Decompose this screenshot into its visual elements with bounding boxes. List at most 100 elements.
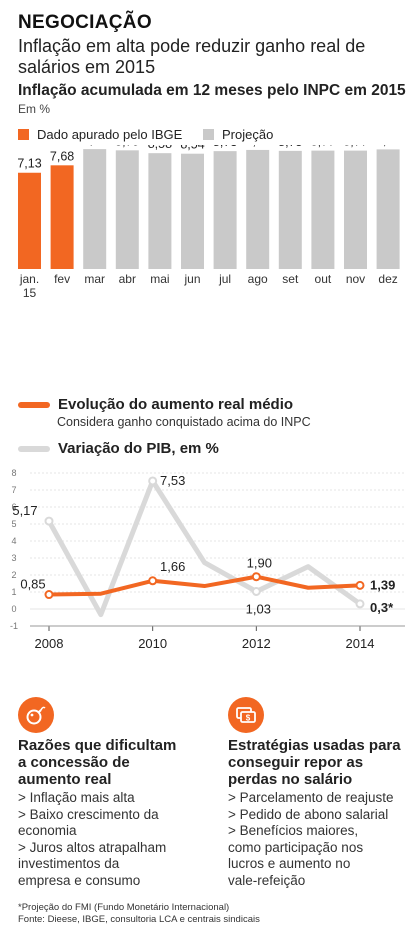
legend-swatch-ibge — [18, 129, 29, 140]
wage-value-label: 1,66 — [160, 559, 185, 574]
list-item: como participação nos — [228, 839, 364, 855]
bar-category-label: ago — [248, 272, 268, 286]
bar-category-label: nov — [346, 272, 365, 286]
bar — [278, 150, 302, 269]
pib-point — [148, 476, 158, 486]
footnote-source: Fonte: Dieese, IBGE, consultoria LCA e c… — [18, 914, 260, 925]
bomb-icon — [18, 697, 54, 733]
wage-value-label: 1,90 — [247, 556, 272, 571]
list-item: > Parcelamento de reajuste — [228, 790, 394, 805]
y-tick-label: 7 — [11, 485, 16, 495]
list-item: > Benefícios maiores, — [228, 823, 359, 838]
left-panel-title-line: aumento real — [18, 771, 112, 788]
line-legend-wage: Evolução do aumento real médio — [18, 396, 293, 413]
left-panel: Razões que dificultam a concessão de aum… — [18, 737, 208, 889]
y-tick-label: 8 — [11, 468, 16, 478]
bar-category-label: 15 — [23, 286, 37, 300]
footnote-projection: *Projeção do FMI (Fundo Monetário Intern… — [18, 902, 230, 913]
list-item: investimentos da — [18, 856, 120, 871]
wage-point — [44, 590, 54, 600]
bar — [246, 149, 270, 269]
list-item: lucros e aumento no — [228, 856, 351, 871]
left-panel-title: Razões que dificultam a concessão de aum… — [18, 737, 208, 788]
bar — [311, 150, 335, 269]
bar-value-label: 8,75 — [278, 145, 302, 149]
left-panel-title-line: Razões que dificultam — [18, 737, 177, 754]
right-panel-title-line: conseguir repor as — [228, 754, 364, 771]
bar — [83, 149, 107, 269]
bar-category-label: jul — [218, 272, 231, 286]
list-item: > Baixo crescimento da — [18, 806, 159, 822]
right-panel-title-line: Estratégias usadas para — [228, 737, 401, 754]
headline: Inflação em alta pode reduzir ganho real… — [18, 36, 366, 77]
list-item: > Inflação mais alta — [18, 790, 135, 805]
bar-category-label: mar — [84, 272, 105, 286]
right-panel-title-line: perdas no salário — [228, 771, 353, 788]
line-swatch-wage — [18, 401, 50, 408]
y-tick-label: 5 — [11, 519, 16, 529]
pib-point — [251, 586, 261, 596]
right-panel-list: > Parcelamento de reajuste > Pedido de a… — [228, 790, 413, 889]
legend-item-projection: Projeção — [203, 127, 273, 142]
x-tick-label: 2012 — [242, 636, 271, 651]
bar-category-label: jun — [183, 272, 200, 286]
list-item: economia — [18, 823, 77, 838]
x-tick-label: 2010 — [138, 636, 167, 651]
y-tick-label: 3 — [11, 553, 16, 563]
bar — [376, 149, 400, 269]
legend-swatch-projection — [203, 129, 214, 140]
left-panel-list: > Inflação mais alta > Baixo crescimento… — [18, 790, 208, 889]
bar — [181, 153, 204, 269]
bar-category-label: fev — [54, 272, 70, 286]
bar-value-label: 8,82 — [246, 145, 270, 148]
bar-category-label: jan. — [19, 272, 39, 286]
list-item: vale-refeição — [228, 872, 306, 888]
wage-point — [251, 572, 261, 582]
section-kicker: NEGOCIAÇÃO — [18, 12, 152, 33]
bar — [115, 150, 139, 269]
bar-value-label: 8,86 — [376, 145, 400, 147]
wage-value-label: 1,39 — [370, 577, 395, 592]
right-panel-icon: $ — [228, 697, 264, 733]
bar-value-label: 8,58 — [148, 145, 172, 151]
wage-value-label: 0,85 — [20, 577, 45, 592]
y-tick-label: 6 — [11, 502, 16, 512]
list-item: empresa e consumo — [18, 872, 141, 888]
y-tick-label: 1 — [11, 587, 16, 597]
y-tick-label: 2 — [11, 570, 16, 580]
pib-value-label: 1,03 — [246, 601, 271, 616]
line-legend-pib: Variação do PIB, em % — [18, 440, 219, 457]
y-tick-label: 0 — [11, 604, 16, 614]
bar-value-label: 8,77 — [343, 145, 367, 149]
wage-point — [355, 580, 365, 590]
right-panel-title: Estratégias usadas para conseguir repor … — [228, 737, 413, 788]
bar — [344, 150, 367, 269]
wage-series-line — [47, 574, 362, 597]
bar-chart-title: Inflação acumulada em 12 meses pelo INPC… — [18, 82, 406, 99]
svg-text:$: $ — [246, 713, 251, 722]
bar-category-label: out — [315, 272, 332, 286]
right-panel: Estratégias usadas para conseguir repor … — [228, 737, 413, 889]
bar-category-label: abr — [119, 272, 136, 286]
bar-category-label: mai — [150, 272, 169, 286]
line-legend-note-wage: Considera ganho conquistado acima do INP… — [57, 415, 311, 429]
legend-label-ibge: Dado apurado pelo IBGE — [37, 127, 183, 142]
y-tick-label: 4 — [11, 536, 16, 546]
bar-value-label: 8,77 — [311, 145, 335, 149]
left-panel-icon — [18, 697, 54, 733]
money-cards-icon: $ — [228, 697, 264, 733]
pib-value-label: 0,3* — [370, 600, 394, 615]
inflation-bar-chart: 7,13 jan.15 7,68 fev 8,88 mar 8,79 abr 8,58 mai 8,… — [17, 145, 400, 300]
bar — [18, 172, 41, 269]
bar — [213, 151, 237, 269]
legend-item-ibge: Dado apurado pelo IBGE — [18, 127, 182, 142]
y-tick-label: -1 — [10, 621, 18, 631]
list-item: > Pedido de abono salarial — [228, 806, 389, 822]
bar — [148, 153, 172, 269]
bar-category-label: dez — [378, 272, 397, 286]
bar-value-label: 7,68 — [50, 149, 74, 163]
bar-category-label: set — [282, 272, 299, 286]
pib-point — [44, 516, 54, 526]
line-swatch-pib — [18, 445, 50, 452]
line-legend-label-wage: Evolução do aumento real médio — [58, 396, 294, 413]
